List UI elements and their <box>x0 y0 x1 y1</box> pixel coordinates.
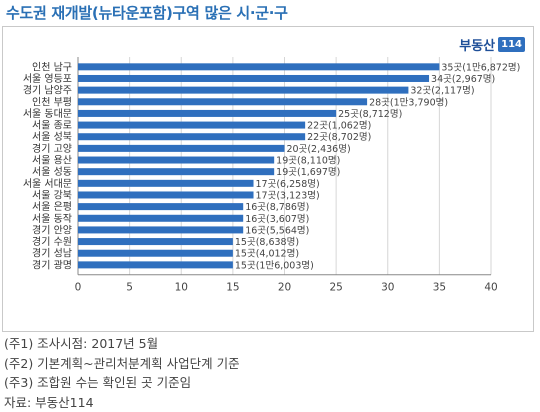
data-label: 22곳(8,702명) <box>307 132 371 143</box>
data-label: 32곳(2,117명) <box>410 86 474 97</box>
category-label: 서울 동대문 <box>23 108 72 120</box>
data-label: 35곳(1만6,872명) <box>441 62 520 73</box>
category-label: 서울 성동 <box>32 166 72 178</box>
x-tick-label: 15 <box>226 282 239 294</box>
bar <box>78 261 233 269</box>
chart-title: 수도권 재개발(뉴타운포함)구역 많은 시·군·구 <box>6 4 288 22</box>
category-label: 경기 남양주 <box>23 84 72 97</box>
x-tick-label: 0 <box>75 282 82 294</box>
bar <box>78 156 275 164</box>
category-label: 인천 부평 <box>32 96 72 108</box>
x-tick-label: 25 <box>329 282 342 294</box>
chart-frame: 부동산 114 0 5 10 15 20 25 30 35 40 인천 남구 35곳(1만6,872… <box>2 26 534 332</box>
category-label: 경기 고양 <box>32 142 72 155</box>
data-label: 15곳(4,012명) <box>235 249 299 260</box>
data-label: 34곳(2,967명) <box>431 74 495 85</box>
bar <box>78 203 244 211</box>
bar <box>78 133 306 141</box>
bar <box>78 168 275 176</box>
x-tick-label: 40 <box>484 282 497 294</box>
category-label: 경기 수원 <box>32 235 72 248</box>
bar <box>78 74 430 82</box>
data-label: 15곳(1만6,003명) <box>235 260 314 271</box>
bar <box>78 144 285 152</box>
bar <box>78 98 368 106</box>
data-label: 17곳(6,258명) <box>256 179 320 190</box>
category-label: 서울 종로 <box>32 120 72 132</box>
brand-logo: 부동산 114 <box>459 35 525 54</box>
bar <box>78 63 440 71</box>
footnote-2: (주2) 기본계획~관리처분계획 사업단계 기준 <box>4 355 240 371</box>
bar <box>78 179 254 187</box>
bar <box>78 214 244 222</box>
source-note: 자료: 부동산114 <box>4 394 94 410</box>
data-label: 19곳(8,110명) <box>276 156 340 167</box>
x-tick-label: 5 <box>126 282 133 294</box>
category-label: 인천 남구 <box>32 61 72 73</box>
x-tick-label: 10 <box>175 282 188 294</box>
data-label: 16곳(3,607명) <box>245 214 309 225</box>
category-label: 서울 성북 <box>32 131 72 143</box>
x-tick-label: 20 <box>278 282 291 294</box>
bar <box>78 238 233 246</box>
data-label: 17곳(3,123명) <box>256 190 320 201</box>
data-label: 15곳(8,638명) <box>235 237 299 248</box>
data-label: 22곳(1,062명) <box>307 121 371 132</box>
data-label: 16곳(8,786명) <box>245 202 309 213</box>
bar <box>78 121 306 129</box>
category-label: 서울 강북 <box>32 189 72 201</box>
data-label: 25곳(8,712명) <box>338 109 402 120</box>
category-label: 서울 동작 <box>32 213 72 225</box>
data-label: 28곳(1만3,790명) <box>369 97 448 108</box>
logo-badge: 114 <box>498 37 525 52</box>
data-label: 20곳(2,436명) <box>287 144 351 155</box>
footnote-1: (주1) 조사시점: 2017년 5월 <box>4 336 159 351</box>
category-label: 서울 영등포 <box>23 73 72 85</box>
logo-text: 부동산 <box>459 39 496 54</box>
footnote-3: (주3) 조합원 수는 확인된 곳 기준임 <box>4 375 192 390</box>
category-label: 서울 은평 <box>32 201 72 213</box>
data-label: 19곳(1,697명) <box>276 167 340 178</box>
category-label: 서울 용산 <box>32 155 72 167</box>
bar <box>78 226 244 234</box>
category-label: 경기 성남 <box>32 247 72 260</box>
bar <box>78 249 233 257</box>
data-label: 16곳(5,564명) <box>245 225 309 236</box>
category-label: 경기 광명 <box>32 258 72 271</box>
footnotes: (주1) 조사시점: 2017년 5월 (주2) 기본계획~관리처분계획 사업단… <box>4 334 240 412</box>
bar <box>78 86 409 94</box>
bar-chart: 0 5 10 15 20 25 30 35 40 인천 남구 35곳(1만6,872명) 서울 영등포… <box>23 57 520 294</box>
category-label: 경기 안양 <box>32 223 72 236</box>
bar <box>78 109 337 117</box>
category-label: 서울 서대문 <box>23 178 72 190</box>
x-tick-label: 30 <box>381 282 394 294</box>
x-tick-label: 35 <box>433 282 446 294</box>
bar <box>78 191 254 199</box>
